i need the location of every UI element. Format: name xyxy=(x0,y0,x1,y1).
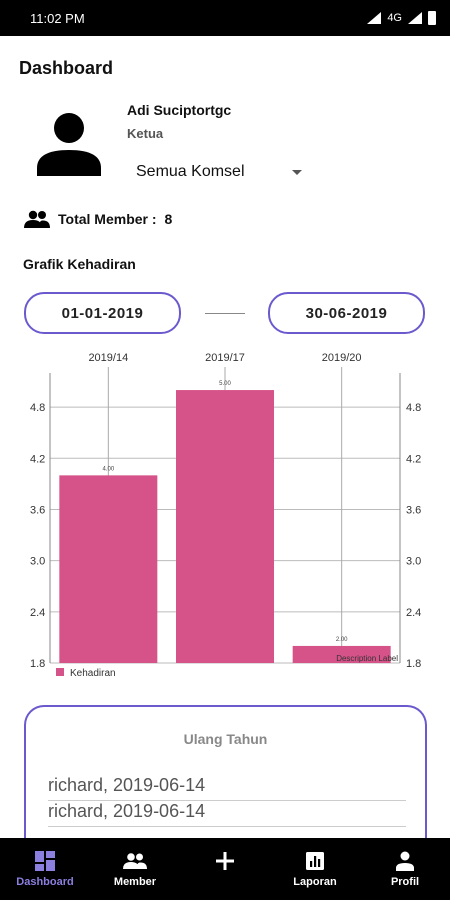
group-icon xyxy=(24,210,50,228)
bar-value-label: 4.00 xyxy=(102,466,114,472)
user-role: Ketua xyxy=(127,126,164,141)
x-tick-label: 2019/20 xyxy=(322,352,362,364)
y-tick-label-right: 3.0 xyxy=(406,556,421,568)
chart-description: Description Label xyxy=(336,654,398,663)
bar xyxy=(292,645,391,663)
chart-title: Grafik Kehadiran xyxy=(23,256,136,272)
y-tick-label-right: 3.6 xyxy=(406,504,421,516)
y-tick-label-right: 4.8 xyxy=(406,402,421,414)
birthday-title: Ulang Tahun xyxy=(183,731,268,747)
add-icon xyxy=(216,852,234,870)
y-tick-label-left: 3.0 xyxy=(30,556,45,568)
y-tick-label-right: 2.4 xyxy=(406,607,421,619)
total-member-label: Total Member : xyxy=(58,211,157,227)
komsel-select-value: Semua Komsel xyxy=(136,163,245,180)
start-date-button[interactable]: 01-01-2019 xyxy=(24,292,181,334)
birthday-card: Ulang Tahun richard, 2019-06-14 richard,… xyxy=(24,705,427,865)
signal-icon-2 xyxy=(408,12,422,24)
network-label: 4G xyxy=(387,12,402,24)
y-tick-label-right: 1.8 xyxy=(406,658,421,670)
status-time: 11:02 PM xyxy=(30,10,85,26)
user-name: Adi Suciptortgc xyxy=(127,102,232,118)
y-tick-label-left: 4.2 xyxy=(30,453,45,465)
nav-label: Profil xyxy=(390,876,420,888)
bar-value-label: 5.00 xyxy=(219,381,231,387)
end-date-button[interactable]: 30-06-2019 xyxy=(268,292,425,334)
birthday-item: richard, 2019-06-14 xyxy=(48,775,406,801)
y-tick-label-right: 4.2 xyxy=(406,453,421,465)
signal-icon xyxy=(367,12,382,24)
birthday-item: richard, 2019-06-14 xyxy=(48,801,406,827)
avatar-icon xyxy=(37,113,101,176)
y-tick-label-left: 3.6 xyxy=(30,504,45,516)
bar xyxy=(59,475,158,663)
bar xyxy=(176,390,274,663)
page-title: Dashboard xyxy=(19,58,114,78)
person-icon xyxy=(396,851,414,871)
bottom-nav: Dashboard Member Laporan Profil xyxy=(0,838,450,900)
y-tick-label-left: 1.8 xyxy=(30,658,45,670)
chart-icon xyxy=(306,852,324,870)
total-member-row: Total Member : 8 xyxy=(24,210,172,228)
y-tick-label-left: 4.8 xyxy=(30,402,45,414)
komsel-select[interactable]: Semua Komsel xyxy=(136,160,306,184)
dashboard-icon xyxy=(35,851,55,871)
total-member-value: 8 xyxy=(164,211,173,227)
nav-label: Member xyxy=(113,876,157,888)
bar-value-label: 2.00 xyxy=(336,637,348,643)
battery-icon xyxy=(428,11,436,25)
nav-label: Dashboard xyxy=(16,876,74,888)
x-tick-label: 2019/14 xyxy=(88,352,128,364)
attendance-chart: 1.8 1.8 2.4 2.4 3.0 3.0 3.6 3.6 4.2 4.2 4.8 4.8 2019… xyxy=(30,352,421,679)
status-icons: 4G xyxy=(367,11,436,25)
nav-member[interactable]: Member xyxy=(90,838,180,900)
legend-swatch xyxy=(56,668,64,676)
people-icon xyxy=(123,853,147,869)
nav-label: Laporan xyxy=(293,876,337,888)
x-tick-label: 2019/17 xyxy=(205,352,245,364)
chevron-down-icon xyxy=(292,169,302,175)
nav-add[interactable] xyxy=(180,838,270,900)
nav-dashboard[interactable]: Dashboard xyxy=(0,838,90,900)
nav-laporan[interactable]: Laporan xyxy=(270,838,360,900)
date-separator xyxy=(205,313,245,314)
y-tick-label-left: 2.4 xyxy=(30,607,45,619)
status-bar: 11:02 PM 4G xyxy=(0,0,450,36)
nav-profil[interactable]: Profil xyxy=(360,838,450,900)
legend-label: Kehadiran xyxy=(70,668,116,679)
